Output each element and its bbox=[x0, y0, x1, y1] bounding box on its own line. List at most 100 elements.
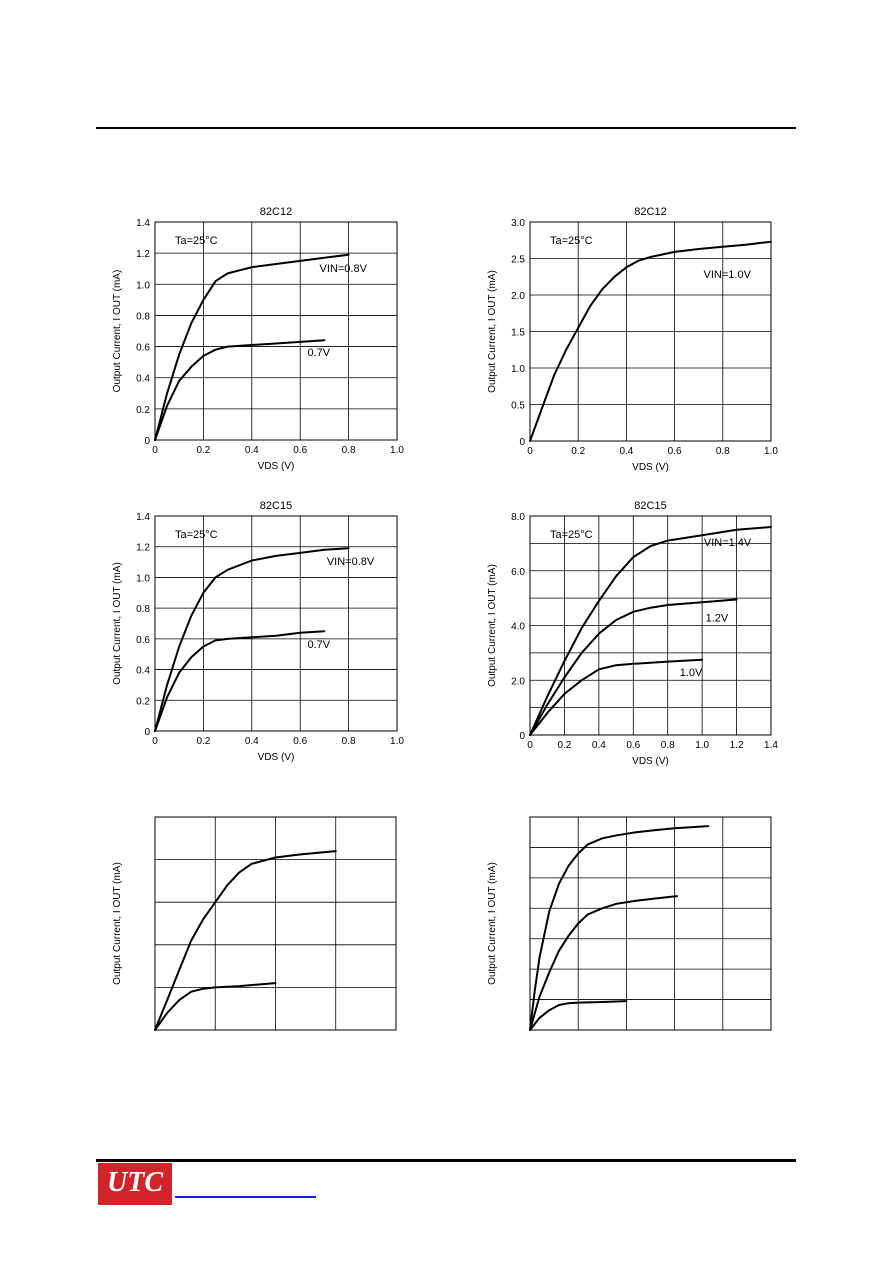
series-line bbox=[154, 547, 350, 732]
y-tick-label: 3.0 bbox=[511, 218, 525, 229]
series-line bbox=[154, 339, 326, 441]
temperature-annotation: Ta=25°C bbox=[175, 529, 218, 541]
y-tick-label: 0.2 bbox=[136, 696, 150, 707]
y-tick-label: 2.5 bbox=[511, 255, 525, 266]
x-tick-label: 0.6 bbox=[626, 740, 640, 751]
series-label: VIN=0.8V bbox=[327, 556, 375, 568]
y-tick-label: 0.2 bbox=[136, 405, 150, 416]
y-tick-label: 1.5 bbox=[511, 328, 525, 339]
chart-title: 82C12 bbox=[634, 206, 666, 218]
x-tick-label: 0 bbox=[152, 445, 158, 456]
temperature-annotation: Ta=25°C bbox=[175, 235, 218, 247]
y-tick-label: 1.2 bbox=[136, 249, 150, 260]
plot-frame bbox=[529, 221, 772, 442]
series-label: VIN=1.0V bbox=[704, 269, 752, 281]
y-tick-label: 2.0 bbox=[511, 676, 525, 687]
utc-logo: UTC bbox=[98, 1163, 172, 1205]
temperature-annotation: Ta=25°C bbox=[550, 235, 593, 247]
x-tick-label: 0.4 bbox=[245, 445, 259, 456]
y-tick-label: 0 bbox=[519, 437, 525, 448]
x-tick-label: 0.2 bbox=[557, 740, 571, 751]
y-tick-label: 0 bbox=[144, 727, 150, 738]
x-tick-label: 0.8 bbox=[342, 445, 356, 456]
x-tick-label: 1.0 bbox=[390, 445, 404, 456]
series-line bbox=[154, 850, 337, 1031]
series-line bbox=[529, 825, 710, 1031]
plot-frame bbox=[529, 515, 772, 736]
x-tick-label: 0 bbox=[527, 740, 533, 751]
x-tick-label: 0 bbox=[527, 446, 533, 457]
series-line bbox=[154, 630, 326, 732]
chart-title: 82C15 bbox=[634, 500, 666, 512]
series-label: VIN=0.8V bbox=[320, 263, 368, 275]
x-tick-label: 1.0 bbox=[390, 736, 404, 747]
y-axis-label: Output Current, I OUT (mA) bbox=[487, 564, 498, 687]
y-axis-label: Output Current, I OUT (mA) bbox=[112, 270, 123, 393]
y-tick-label: 0.4 bbox=[136, 374, 150, 385]
x-tick-label: 0.8 bbox=[716, 446, 730, 457]
y-axis-label: Output Current, I OUT (mA) bbox=[487, 270, 498, 393]
x-tick-label: 0.2 bbox=[196, 736, 210, 747]
x-tick-label: 0.6 bbox=[668, 446, 682, 457]
x-tick-label: 0.4 bbox=[245, 736, 259, 747]
temperature-annotation: Ta=25°C bbox=[550, 529, 593, 541]
x-axis-label: VDS (V) bbox=[258, 461, 295, 472]
plot-frame bbox=[154, 816, 397, 1031]
y-tick-label: 1.4 bbox=[136, 512, 150, 523]
y-axis-label: Output Current, I OUT (mA) bbox=[487, 862, 498, 985]
x-tick-label: 1.0 bbox=[764, 446, 778, 457]
x-tick-label: 0 bbox=[152, 736, 158, 747]
y-tick-label: 0 bbox=[144, 436, 150, 447]
y-tick-label: 0.6 bbox=[136, 343, 150, 354]
y-tick-label: 0.4 bbox=[136, 666, 150, 677]
y-tick-label: 1.0 bbox=[136, 573, 150, 584]
x-tick-label: 0.6 bbox=[293, 736, 307, 747]
x-tick-label: 1.0 bbox=[695, 740, 709, 751]
y-tick-label: 2.0 bbox=[511, 291, 525, 302]
y-tick-label: 8.0 bbox=[511, 512, 525, 523]
series-line bbox=[529, 526, 772, 736]
utc-logo-text: UTC bbox=[107, 1167, 163, 1198]
x-axis-label: VDS (V) bbox=[632, 462, 669, 473]
series-line bbox=[529, 658, 704, 736]
x-tick-label: 0.4 bbox=[592, 740, 606, 751]
y-tick-label: 0.6 bbox=[136, 635, 150, 646]
y-axis-label: Output Current, I OUT (mA) bbox=[112, 562, 123, 685]
x-tick-label: 0.8 bbox=[661, 740, 675, 751]
y-tick-label: 0.5 bbox=[511, 401, 525, 412]
series-line bbox=[529, 240, 772, 442]
series-line bbox=[529, 1000, 628, 1031]
y-tick-label: 0.8 bbox=[136, 604, 150, 615]
series-line bbox=[529, 895, 678, 1031]
y-axis-label: Output Current, I OUT (mA) bbox=[112, 862, 123, 985]
x-tick-label: 0.2 bbox=[571, 446, 585, 457]
website-link-underline[interactable] bbox=[175, 1196, 316, 1198]
chart-title: 82C12 bbox=[260, 206, 292, 218]
y-tick-label: 1.0 bbox=[511, 364, 525, 375]
x-tick-label: 0.4 bbox=[619, 446, 633, 457]
y-tick-label: 1.4 bbox=[136, 218, 150, 229]
x-tick-label: 1.2 bbox=[730, 740, 744, 751]
y-tick-label: 4.0 bbox=[511, 622, 525, 633]
series-line bbox=[154, 253, 350, 441]
y-tick-label: 0 bbox=[519, 731, 525, 742]
series-line bbox=[154, 982, 277, 1031]
series-label: 0.7V bbox=[307, 347, 330, 359]
x-axis-label: VDS (V) bbox=[258, 752, 295, 763]
plot-frame bbox=[154, 221, 398, 441]
footer-rule bbox=[96, 1159, 796, 1162]
y-tick-label: 1.2 bbox=[136, 543, 150, 554]
series-label: VIN=1.4V bbox=[704, 537, 752, 549]
plot-frame bbox=[154, 515, 398, 732]
x-tick-label: 0.6 bbox=[293, 445, 307, 456]
series-label: 0.7V bbox=[307, 639, 330, 651]
chart-title: 82C15 bbox=[260, 500, 292, 512]
x-axis-label: VDS (V) bbox=[632, 756, 669, 767]
y-tick-label: 1.0 bbox=[136, 280, 150, 291]
series-line bbox=[529, 598, 738, 736]
plot-frame bbox=[529, 816, 772, 1031]
series-label: 1.0V bbox=[680, 667, 703, 679]
header-rule bbox=[96, 127, 796, 129]
series-label: 1.2V bbox=[706, 612, 729, 624]
